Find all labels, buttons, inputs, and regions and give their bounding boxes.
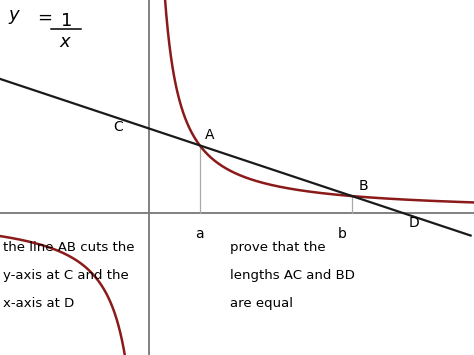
Text: $y$: $y$ bbox=[8, 7, 21, 26]
Text: a: a bbox=[195, 227, 204, 241]
Text: C: C bbox=[113, 120, 123, 134]
Text: x-axis at D: x-axis at D bbox=[3, 297, 74, 310]
Text: $1$: $1$ bbox=[60, 12, 72, 30]
Text: B: B bbox=[359, 179, 368, 193]
Text: D: D bbox=[408, 216, 419, 230]
Text: y-axis at C and the: y-axis at C and the bbox=[3, 269, 129, 282]
Text: b: b bbox=[337, 227, 346, 241]
Text: $x$: $x$ bbox=[59, 33, 73, 51]
Text: lengths AC and BD: lengths AC and BD bbox=[230, 269, 355, 282]
Text: are equal: are equal bbox=[230, 297, 293, 310]
Text: A: A bbox=[205, 128, 215, 142]
Text: prove that the: prove that the bbox=[230, 241, 326, 254]
Text: $=$: $=$ bbox=[34, 7, 53, 26]
Text: the line AB cuts the: the line AB cuts the bbox=[3, 241, 135, 254]
